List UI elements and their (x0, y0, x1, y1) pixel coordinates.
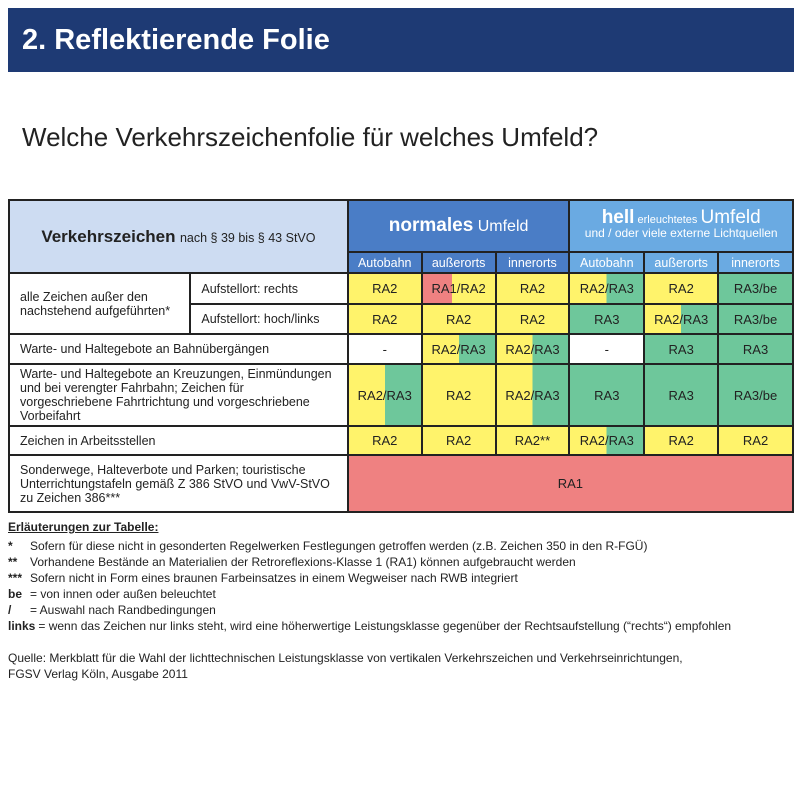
subheader-bright-innerorts: innerorts (717, 251, 794, 274)
class-cell: RA3/be (717, 363, 794, 427)
note-item: ** Vorhandene Bestände an Materialien der… (8, 554, 731, 570)
subheader-normal-innerorts: innerorts (494, 251, 571, 274)
class-cell: RA3 (568, 303, 646, 335)
header-traffic-signs: Verkehrszeichen nach § 39 bis § 43 StVO (8, 199, 349, 274)
note-text: = wenn das Zeichen nur links steht, wird… (38, 619, 732, 633)
note-key: ** (8, 555, 18, 569)
page-title: 2. Reflektierende Folie (22, 24, 330, 56)
class-cell: RA2 (717, 425, 794, 456)
note-key: / (8, 603, 12, 617)
title-bar: 2. Reflektierende Folie (8, 8, 794, 72)
class-cell: RA2 (420, 363, 497, 427)
class-cell: RA2/RA3 (643, 303, 720, 335)
row-label: Sonderwege, Halteverbote und Parken; tou… (8, 454, 349, 513)
note-item: * Sofern für diese nicht in gesonderten R… (8, 538, 731, 554)
subheader-normal-autobahn: Autobahn (346, 251, 423, 274)
table-row: Warte- und Haltegebote an Kreuzungen, Ei… (8, 363, 794, 427)
table-row: Aufstellort: hoch/links RA2 RA2 RA2 RA3 RA2/R… (9, 303, 794, 335)
header-normal-environment: normales Umfeld (346, 199, 571, 253)
class-cell: RA2/RA3 (494, 333, 571, 365)
note-key: * (8, 539, 13, 553)
class-cell: RA1 (346, 454, 795, 513)
note-key: *** (8, 571, 23, 585)
note-key: be (8, 587, 23, 601)
class-cell: RA3 (643, 333, 720, 365)
class-cell: RA2 (346, 272, 423, 305)
header-traffic-signs-bold: Verkehrszeichen (41, 226, 176, 246)
note-text: Vorhandene Bestände an Materialien der R… (30, 555, 576, 569)
row-group-label: alle Zeichen außer den nachstehend aufge… (7, 272, 192, 335)
table-row: Sonderwege, Halteverbote und Parken; tou… (8, 454, 795, 513)
class-cell: RA2/RA3 (420, 333, 497, 365)
class-cell: RA3 (643, 363, 720, 427)
foil-table: Verkehrszeichen nach § 39 bis § 43 StVO … (7, 199, 795, 513)
class-cell: RA3/be (717, 272, 794, 305)
notes-heading: Erläuterungen zur Tabelle: (8, 520, 159, 534)
class-cell: RA2 (420, 303, 497, 335)
header-normal-rest: Umfeld (477, 218, 529, 235)
header-bright-small: erleuchtetes (637, 214, 698, 226)
subheader-normal-außerorts: außerorts (420, 251, 497, 274)
note-text: = Auswahl nach Randbedingungen (30, 603, 216, 617)
class-cell: RA2 (643, 425, 720, 456)
header-bright-rest: Umfeld (700, 207, 761, 228)
class-cell: RA2 (494, 272, 571, 305)
note-item: links = wenn das Zeichen nur links steht,… (8, 618, 731, 634)
class-cell: RA3/be (717, 303, 794, 335)
class-cell: RA3 (568, 363, 646, 427)
note-item: be = von innen oder außen beleuchtet (8, 586, 731, 602)
note-item: / = Auswahl nach Randbedingungen (8, 602, 731, 618)
header-traffic-signs-rest: nach § 39 bis § 43 StVO (179, 230, 316, 245)
class-cell: RA2 (420, 425, 497, 456)
note-item: *** Sofern nicht in Form eines braunen Fa… (8, 570, 731, 586)
header-bright-bold: hell (601, 207, 635, 228)
class-cell: RA2 (643, 272, 720, 305)
subheader-row: Autobahn außerorts innerorts Autobahn außero… (9, 251, 794, 274)
table-row: alle Zeichen außer den nachstehend aufge… (7, 272, 794, 335)
class-cell: RA3 (717, 333, 794, 365)
header-bright-environment: hell erleuchtetes Umfeld und / oder viele… (568, 199, 794, 253)
class-cell: RA2 (346, 425, 423, 456)
class-cell: RA2** (494, 425, 571, 456)
class-cell: - (568, 333, 646, 365)
class-cell: RA2/RA3 (494, 363, 571, 427)
note-key: links (8, 619, 36, 633)
row-label: Warte- und Haltegebote an Kreuzungen, Ei… (8, 363, 349, 427)
class-cell: RA2/RA3 (568, 425, 646, 456)
table-row: Zeichen in Arbeitsstellen RA2 RA2 RA2** RA2/… (8, 425, 794, 456)
source-line: FGSV Verlag Köln, Ausgabe 2011 (8, 667, 188, 681)
class-cell: RA2/RA3 (346, 363, 423, 427)
table-row: Warte- und Haltegebote an Bahnübergängen… (8, 333, 794, 365)
note-text: Sofern für diese nicht in gesonderten Re… (30, 539, 648, 553)
source-citation: Quelle: Merkblatt für die Wahl der licht… (8, 650, 683, 682)
class-cell: - (346, 333, 423, 365)
class-cell: RA1/RA2 (420, 272, 497, 305)
class-cell: RA2 (494, 303, 571, 335)
header-normal-bold: normales (388, 215, 474, 236)
table-notes: Erläuterungen zur Tabelle: * Sofern für d… (8, 519, 731, 634)
source-line: Quelle: Merkblatt für die Wahl der licht… (8, 651, 683, 665)
row-label: Aufstellort: hoch/links (189, 303, 349, 335)
note-text: Sofern nicht in Form eines braunen Farbe… (30, 571, 518, 585)
class-cell: RA2 (346, 303, 423, 335)
header-bright-sub: und / oder viele externe Lichtquellen (584, 226, 778, 240)
class-cell: RA2/RA3 (568, 272, 646, 305)
row-label: Warte- und Haltegebote an Bahnübergängen (8, 333, 349, 365)
row-label: Aufstellort: rechts (189, 272, 349, 305)
subheader-bright-außerorts: außerorts (643, 251, 720, 274)
subheader-bright-autobahn: Autobahn (568, 251, 646, 274)
question-heading: Welche Verkehrszeichenfolie für welches … (22, 122, 599, 152)
note-text: = von innen oder außen beleuchtet (30, 587, 216, 601)
row-label: Zeichen in Arbeitsstellen (8, 425, 349, 456)
